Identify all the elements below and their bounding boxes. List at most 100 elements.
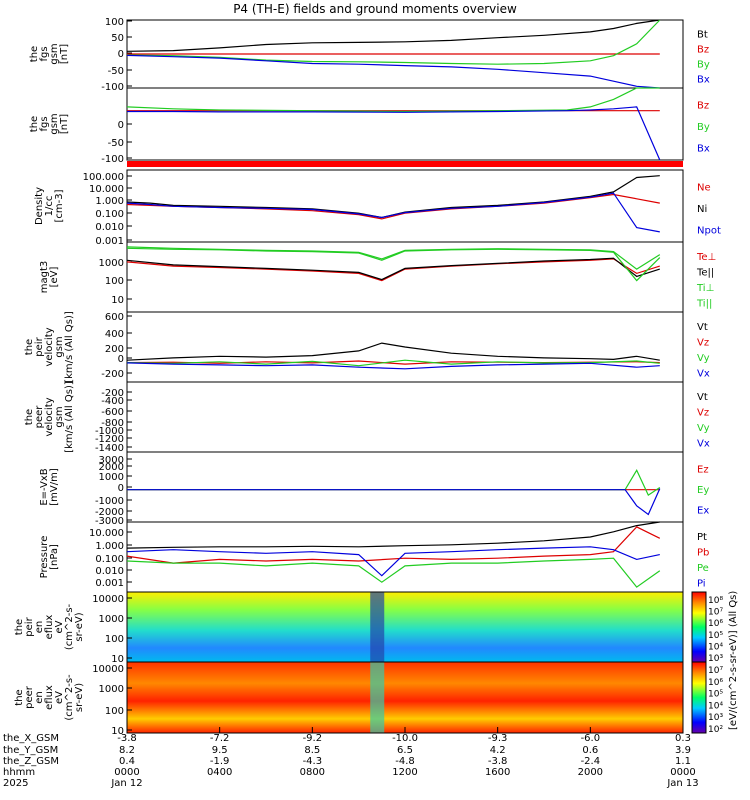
y-axis-label: gsm [54, 406, 65, 427]
legend-entry: Te⊥ [696, 252, 716, 263]
y-axis-label: 1/cc [44, 196, 55, 217]
legend-entry: Bz [697, 45, 709, 56]
y-tick-label: -100 [101, 154, 124, 165]
panel-temperature: 1000 100 10 magt3 [eV] Te⊥ Te|| Ti⊥ Ti|| [39, 241, 716, 313]
y-axis-label: gsm [49, 43, 60, 64]
series-Ni [126, 175, 660, 219]
y-tick-label: 100.000 [83, 172, 124, 183]
x-tick-label: 0.3 [675, 733, 691, 744]
y-axis-label: peer [24, 685, 35, 709]
legend-entry: Ey [697, 485, 709, 496]
legend-entry: Bx [697, 75, 710, 86]
legend-entry: Pi [697, 578, 706, 589]
y-tick-label: 100 [105, 276, 124, 287]
colorbar-tick-label: 10⁶ [708, 678, 723, 688]
colorbar-label: [eV/(cm^2-s-sr-eV)] (All Qs) [728, 591, 739, 730]
x-tick-label: -10.0 [392, 733, 418, 744]
series-Pt [126, 521, 660, 549]
y-tick-label: -50 [108, 66, 124, 77]
x-tick-label: 9.5 [212, 745, 228, 756]
y-axis-label: en [34, 621, 45, 634]
y-tick-label: -200 [101, 369, 124, 380]
x-tick-label: -9.2 [303, 733, 323, 744]
y-axis-label: [nT] [59, 114, 70, 134]
y-tick-label: 100 [105, 17, 124, 28]
spectrogram-peer-eflux [127, 662, 683, 733]
y-axis-label: [km/s (All Qs)] [64, 311, 75, 383]
colorbar-tick-label: 10³ [708, 654, 723, 664]
y-axis-label: the [29, 116, 40, 132]
colorbar-tick-label: 10³ [708, 713, 723, 723]
panel-frame [126, 381, 684, 453]
legend-entry: Vx [697, 438, 710, 449]
legend-entry: Ti⊥ [696, 283, 714, 294]
y-tick-label: -1400 [95, 443, 124, 454]
series-Bx [126, 54, 660, 89]
y-tick-label: 1.000 [95, 196, 124, 207]
x-tick-label: Jan 13 [666, 778, 698, 789]
legend-entry: Pt [697, 532, 707, 543]
x-tick-label: -3.8 [488, 756, 508, 767]
y-axis-label: eflux [44, 615, 55, 640]
y-axis-label: [eV] [49, 267, 60, 288]
y-axis-label: [mV/m] [49, 468, 60, 506]
spectrogram-peir-eflux [127, 592, 683, 662]
y-axis-label: velocity [44, 327, 55, 366]
x-tick-label: -2.4 [581, 756, 601, 767]
colorbar-label-text: [eV/(cm^2-s-sr-eV)] (All Qs) [728, 591, 739, 730]
panel-fgs-gsm-zoom: 0 -50 -100 the fgs gsm [nT] Bz By Bx [29, 87, 710, 165]
legend-entry: Vt [697, 392, 708, 403]
x-row-label: the_X_GSM [3, 733, 59, 744]
legend-entry: Bx [697, 143, 710, 154]
y-axis-label: peir [24, 616, 35, 636]
y-tick-label: 1000 [99, 614, 124, 625]
legend-entry: Vz [697, 337, 709, 348]
legend-entry: Ez [697, 464, 709, 475]
y-axis-label: magt3 [39, 261, 50, 294]
colorbar-tick-label: 10⁶ [708, 619, 723, 629]
x-tick-label: 8.2 [119, 745, 135, 756]
colorbar-tick-label: 10⁴ [708, 642, 723, 652]
panel-frame [126, 87, 684, 161]
y-axis-label: [nT] [59, 44, 70, 64]
y-tick-label: 0 [118, 354, 124, 365]
y-tick-label: 600 [105, 312, 124, 323]
series-Pb [126, 526, 661, 564]
y-tick-label: 3000 [99, 455, 124, 466]
y-tick-label: 0.100 [95, 554, 124, 565]
x-row-label: hhmm [3, 767, 35, 778]
y-axis-label: the [14, 689, 25, 705]
y-axis-label: the [24, 339, 35, 355]
y-tick-label: 0.001 [95, 578, 124, 589]
x-tick-label: -7.2 [210, 733, 230, 744]
y-tick-label: 100 [105, 634, 124, 645]
y-axis-label: eflux [44, 685, 55, 710]
y-tick-label: -2000 [95, 507, 124, 518]
y-tick-label: 10.000 [89, 184, 124, 195]
y-tick-label: -400 [101, 396, 124, 407]
legend-entry: By [697, 122, 710, 133]
colorbar-tick-label: 10⁷ [708, 666, 723, 676]
y-tick-label: -1000 [95, 496, 124, 507]
x-tick-label: 0000 [670, 767, 695, 778]
series-Vx [126, 362, 660, 370]
panel-peer-velocity: -200-400-600-800-1000-1200-1400 the peer ve… [24, 381, 710, 454]
series-Te⊥ [126, 258, 660, 282]
legend-entry: Npot [697, 225, 721, 236]
y-axis-label: E=-VxB [39, 468, 50, 505]
series-By [126, 87, 660, 113]
panel-peir-velocity: 600 400 2000 -200 the peir velocity gsm [km/s (A… [24, 311, 710, 383]
y-axis-label: eV [54, 620, 65, 633]
x-tick-label: Jan 12 [110, 778, 142, 789]
spectrogram-band [370, 592, 385, 662]
y-axis-label: [nPa] [49, 544, 60, 570]
y-tick-label: -600 [101, 407, 124, 418]
colorbar-tick-label: 10² [708, 725, 723, 735]
y-tick-label: 10000 [92, 664, 124, 675]
y-axis-label: peer [34, 405, 45, 429]
x-tick-label: 6.5 [397, 745, 413, 756]
x-tick-label: -9.3 [488, 733, 508, 744]
x-tick-label: -1.9 [210, 756, 230, 767]
y-axis-label: the [14, 619, 25, 635]
